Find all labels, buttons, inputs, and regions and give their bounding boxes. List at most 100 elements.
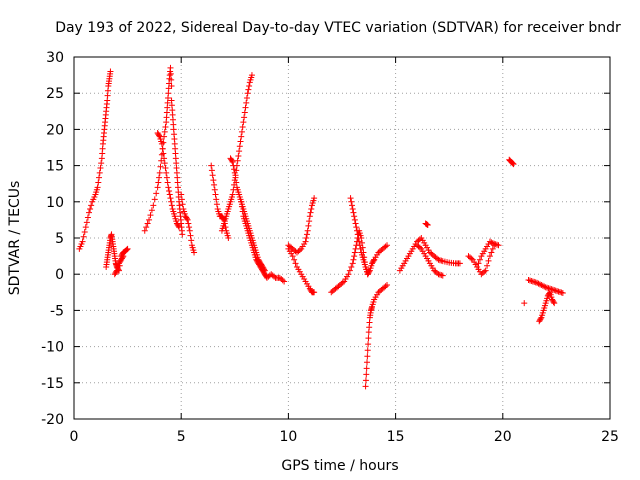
data-point — [161, 155, 168, 162]
data-point — [187, 232, 194, 239]
data-point — [186, 224, 193, 231]
data-point — [495, 242, 502, 249]
series-s12 — [285, 245, 318, 296]
data-point — [546, 290, 553, 297]
data-point — [416, 236, 423, 243]
y-tick-label: 30 — [46, 50, 64, 66]
data-point — [150, 202, 157, 209]
data-point — [243, 95, 250, 102]
data-point — [311, 289, 318, 296]
data-point — [84, 214, 91, 221]
y-tick-label: 5 — [55, 231, 64, 247]
data-point — [178, 191, 185, 198]
series-s22 — [474, 238, 502, 270]
data-point — [539, 282, 546, 289]
data-point — [439, 272, 446, 279]
data-point — [370, 257, 377, 264]
data-point — [87, 206, 94, 213]
series-s26 — [521, 300, 528, 307]
data-point — [296, 247, 303, 254]
data-point — [484, 262, 491, 269]
data-point — [231, 169, 238, 176]
data-point — [166, 187, 173, 194]
y-tick-label: 10 — [46, 195, 64, 211]
data-point — [146, 216, 153, 223]
data-point — [351, 249, 358, 256]
series-s25 — [536, 289, 558, 325]
data-point — [228, 157, 235, 164]
data-point — [186, 227, 193, 234]
data-point — [303, 235, 310, 241]
data-point — [306, 218, 313, 225]
data-point — [210, 177, 217, 184]
data-point — [234, 157, 241, 164]
x-tick-label: 25 — [601, 429, 619, 445]
data-point — [161, 160, 168, 167]
data-point — [347, 195, 354, 202]
data-point — [238, 133, 245, 140]
data-point — [485, 257, 492, 264]
data-point — [165, 184, 172, 191]
data-point — [153, 190, 160, 197]
data-point — [535, 280, 542, 287]
data-point — [123, 247, 130, 254]
data-point — [113, 268, 120, 275]
data-point — [123, 246, 130, 253]
y-tick-label: 25 — [46, 86, 64, 102]
data-point — [364, 353, 371, 360]
data-point — [349, 206, 356, 213]
x-tick-label: 0 — [70, 429, 79, 445]
data-point — [212, 191, 219, 198]
data-point — [96, 169, 103, 176]
data-point — [292, 260, 299, 267]
data-point — [476, 256, 483, 263]
data-point — [304, 227, 311, 234]
data-point — [167, 64, 174, 71]
data-point — [311, 195, 318, 202]
data-point — [178, 196, 185, 203]
data-point — [271, 273, 278, 280]
data-point — [363, 371, 370, 378]
data-point — [481, 268, 488, 275]
data-point — [364, 347, 371, 354]
x-tick-label: 5 — [177, 429, 186, 445]
data-point — [348, 263, 355, 270]
data-point — [351, 216, 358, 223]
data-point — [238, 198, 245, 205]
grid — [74, 57, 610, 419]
data-point — [232, 174, 239, 181]
data-point — [211, 181, 218, 188]
data-point — [384, 282, 391, 289]
data-point — [350, 209, 357, 216]
series-s3 — [111, 253, 127, 278]
data-point — [366, 268, 373, 275]
data-point — [191, 249, 198, 256]
data-point — [339, 279, 346, 286]
data-point — [475, 260, 482, 267]
data-points — [76, 64, 566, 390]
data-point — [345, 271, 352, 278]
data-point — [208, 167, 215, 174]
data-point — [120, 253, 127, 260]
data-point — [83, 219, 90, 226]
data-point — [416, 244, 423, 251]
axis-ticks: 0 5 10 15 20 25 -20 -15 -10 -5 0 5 10 15 20 25 30 — [41, 50, 619, 445]
data-point — [176, 224, 183, 231]
data-point — [509, 159, 516, 166]
data-point — [424, 221, 431, 228]
data-point — [151, 196, 158, 203]
data-point — [163, 174, 170, 181]
data-point — [158, 151, 165, 158]
data-point — [233, 179, 240, 186]
data-point — [211, 186, 218, 193]
data-point — [80, 233, 87, 240]
data-point — [551, 300, 558, 307]
data-point — [94, 184, 101, 191]
data-point — [79, 238, 86, 245]
series-s1 — [76, 68, 114, 252]
data-point — [559, 290, 566, 297]
y-axis-title: SDTVAR / TECUs — [7, 181, 23, 296]
series-s11 — [238, 198, 288, 285]
data-point — [362, 377, 369, 384]
